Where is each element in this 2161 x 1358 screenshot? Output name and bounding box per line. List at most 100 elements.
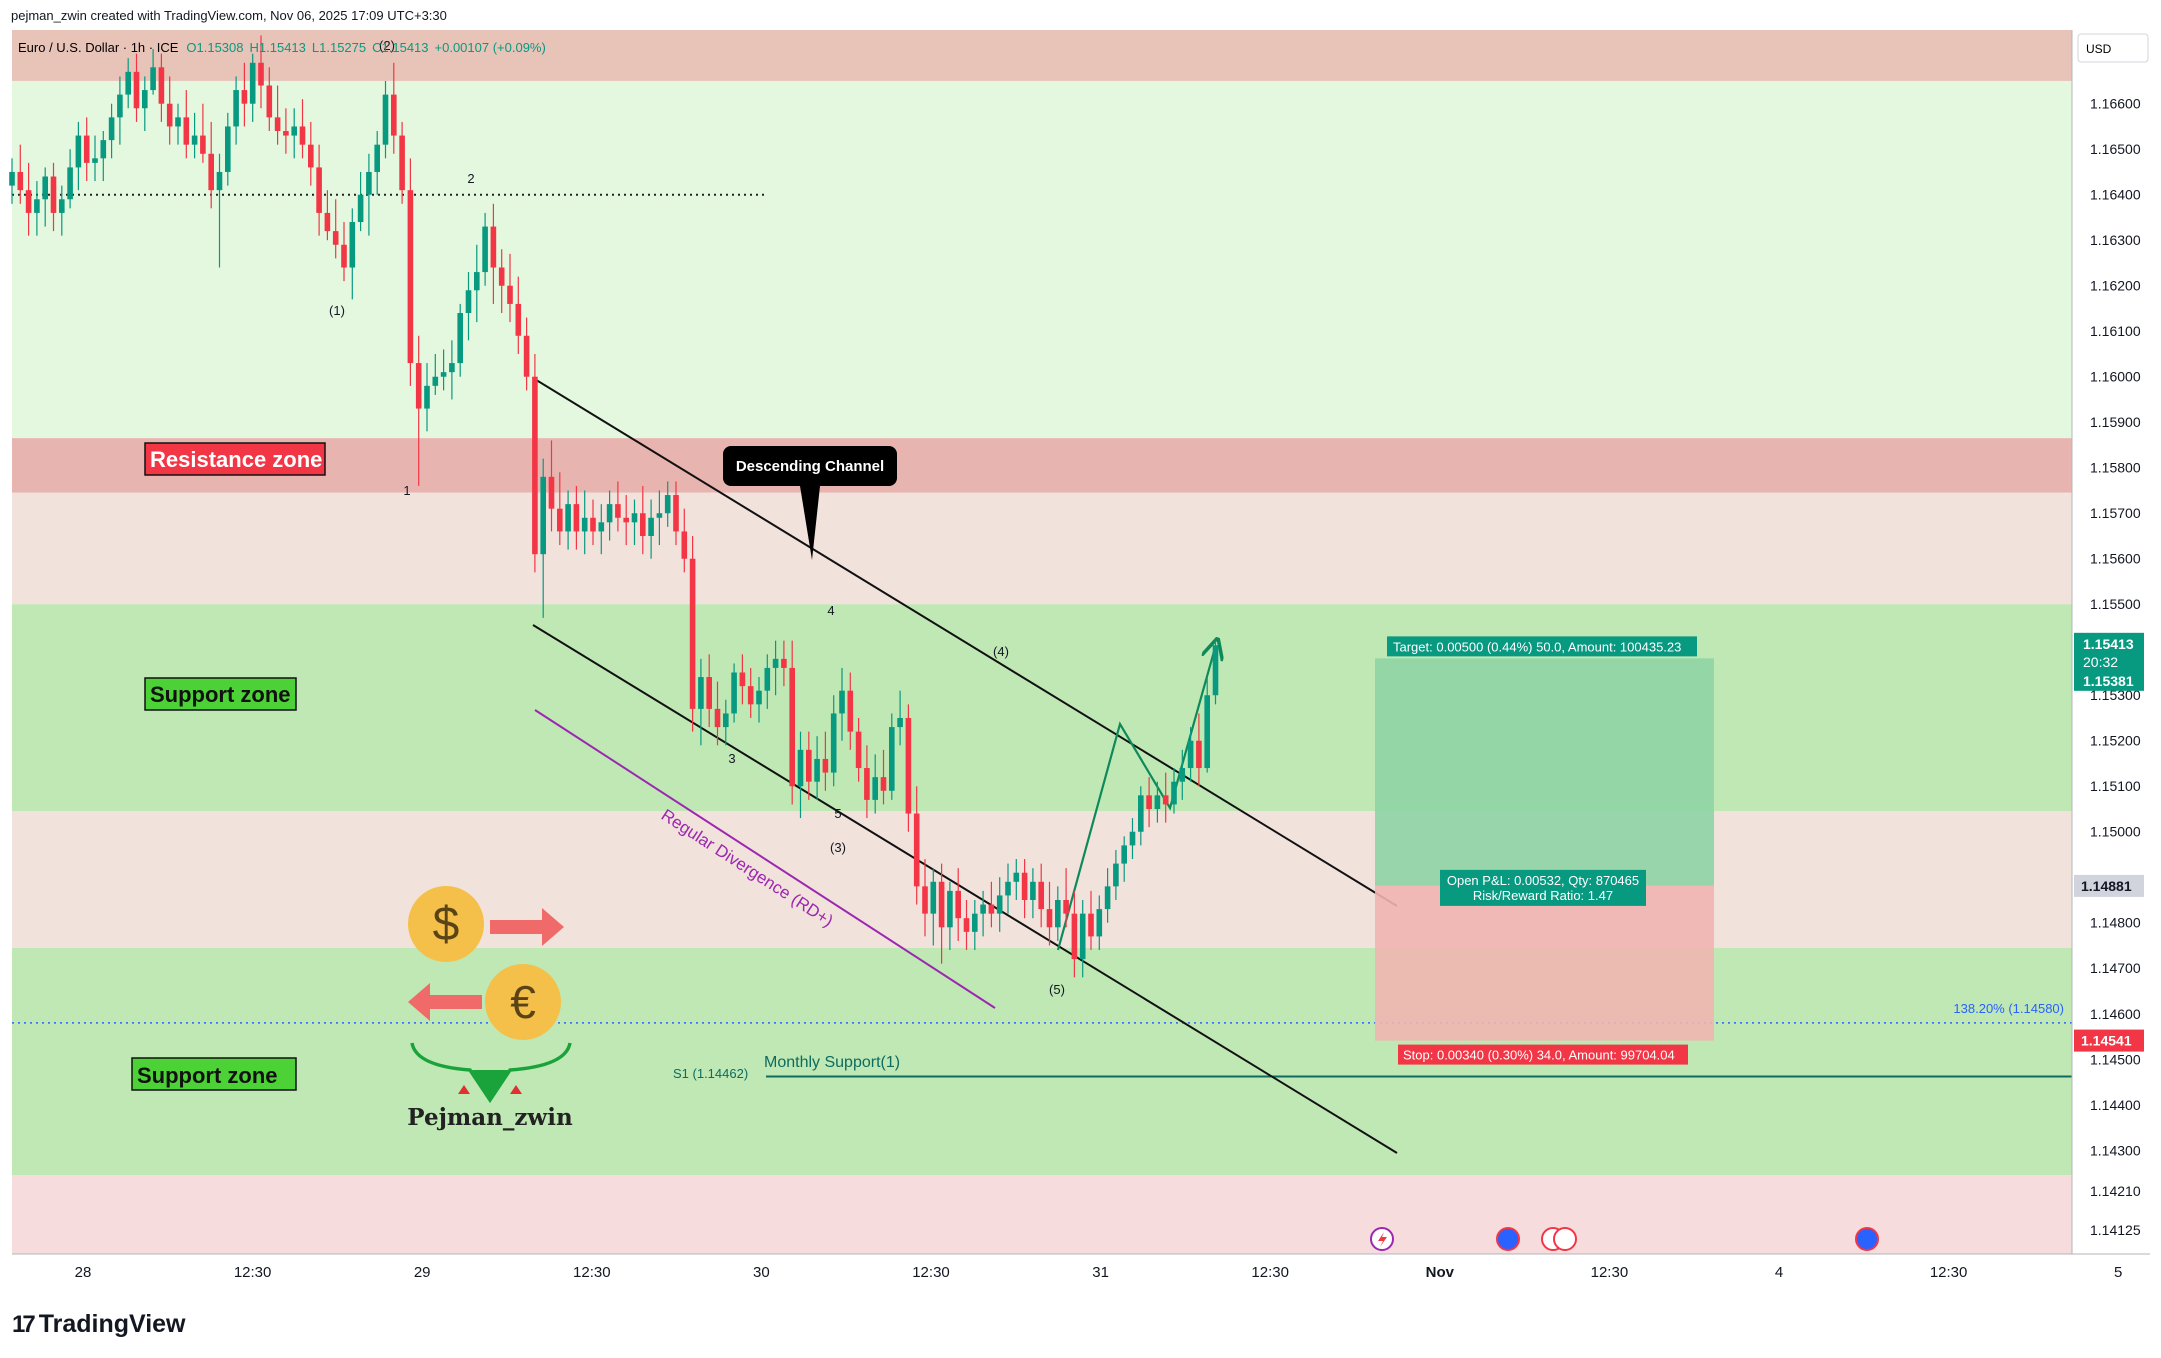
candle-body [241,90,248,104]
candle-body [374,144,380,172]
chart-credit: pejman_zwin created with TradingView.com… [11,8,447,23]
candle-body [183,117,190,145]
candle-body [1154,795,1161,809]
candle-body [498,267,505,286]
current-price-tag-text: 1.15413 [2083,636,2134,652]
price-tick: 1.16600 [2090,96,2141,112]
pink-band [12,492,2072,605]
calendar-event-icon[interactable] [1496,1227,1520,1251]
candle-body [1113,863,1119,887]
candle-body [1196,740,1202,769]
candle-body [258,62,264,86]
candle-body [938,881,945,928]
candles [9,35,1219,978]
candle-body [108,117,115,141]
price-tick: 1.15900 [2090,414,2141,430]
us-flag-event-icon-2[interactable] [1553,1227,1577,1251]
event-icons[interactable] [1370,1227,1879,1251]
candle-body [249,62,256,104]
time-tick: 29 [414,1264,431,1281]
price-tick: 1.16500 [2090,141,2141,157]
candle-body [158,67,165,104]
candle-body [598,522,605,532]
candle-body [847,690,854,732]
pnl-label: Open P&L: 0.00532, Qty: 870465 [1447,873,1639,888]
candle-body [266,85,273,118]
candle-body [631,513,638,523]
divergence-line [534,709,996,1009]
symbol-legend[interactable]: Euro / U.S. Dollar · 1h · ICE O1.15308 H1.… [18,40,546,55]
candle-body [822,758,829,773]
candle-body [1079,913,1086,960]
candle-body [648,517,654,536]
time-tick: 5 [2114,1264,2122,1281]
candle-body [299,126,306,145]
candle-body [880,777,887,791]
current-price-tag [2074,632,2144,691]
candle-body [656,513,663,518]
candle-body [150,67,156,91]
stop-price-tag-text: 1.14541 [2081,1033,2132,1049]
candle-body [341,244,347,268]
time-tick: 12:30 [912,1264,950,1281]
candle-body [424,385,430,409]
wave-label: 5 [834,806,841,821]
current-price-tag-text: 1.15381 [2083,673,2134,689]
candle-body [1071,913,1078,960]
candle-body [391,94,397,136]
wave-label: 4 [827,603,834,618]
price-tick: 1.16100 [2090,323,2141,339]
candle-body [1063,899,1069,914]
s1-level-label: S1 (1.14462) [673,1066,748,1081]
candle-body [565,504,571,532]
candle-body [963,918,970,932]
time-tick: 28 [75,1264,92,1281]
candle-body [772,658,779,668]
price-tick: 1.16300 [2090,232,2141,248]
tradingview-logo[interactable]: 17 TradingView [12,1310,186,1339]
price-tick: 1.14800 [2090,915,2141,931]
tradingview-wordmark: TradingView [38,1310,186,1338]
candle-body [382,94,389,145]
currency-label: USD [2086,42,2112,56]
candle-body [1171,781,1177,805]
candle-body [366,171,372,195]
candle-body [42,176,48,200]
axes: 1.16600 1.16500 1.16400 1.16300 1.16200 1.161… [12,30,2150,1281]
svg-text:$: $ [433,898,460,951]
candle-body [291,126,297,136]
candle-body [50,176,57,213]
candle-body [75,135,82,168]
price-tick: 1.14600 [2090,1006,2141,1022]
candle-body [706,677,712,709]
candle-body [606,504,613,523]
candle-body [806,749,812,782]
candle-body [1204,695,1210,769]
candle-body [1146,795,1152,809]
candle-body [283,131,289,136]
top-band [12,30,2072,81]
support-zone-lower [12,947,2072,1176]
target-label: Target: 0.00500 (0.44%) 50.0, Amount: 10… [1393,639,1681,654]
support-zone-label-lower: Support zone [137,1063,278,1088]
candle-body [233,90,239,127]
candle-body [507,285,513,304]
fib-extension-label: 138.20% (1.14580) [1953,1001,2064,1016]
candle-body [988,904,995,914]
candle-body [175,117,181,127]
calendar-event-icon-2[interactable] [1855,1227,1879,1251]
projection-arrow [1056,648,1215,951]
price-chart[interactable]: Target: 0.00500 (0.44%) 50.0, Amount: 10… [0,0,2161,1300]
candle-body [225,126,231,172]
target-area[interactable] [1375,658,1714,886]
wave-label: (1) [329,303,345,318]
stop-area[interactable] [1375,885,1714,1041]
wave-label: 1 [403,483,410,498]
candle-body [897,717,903,728]
candle-body [1046,909,1053,928]
stop-label: Stop: 0.00340 (0.30%) 34.0, Amount: 9970… [1403,1048,1675,1063]
candle-body [789,667,795,787]
candle-body [25,190,32,213]
currency-selector[interactable] [2077,33,2149,63]
time-tick: Nov [1426,1264,1455,1281]
